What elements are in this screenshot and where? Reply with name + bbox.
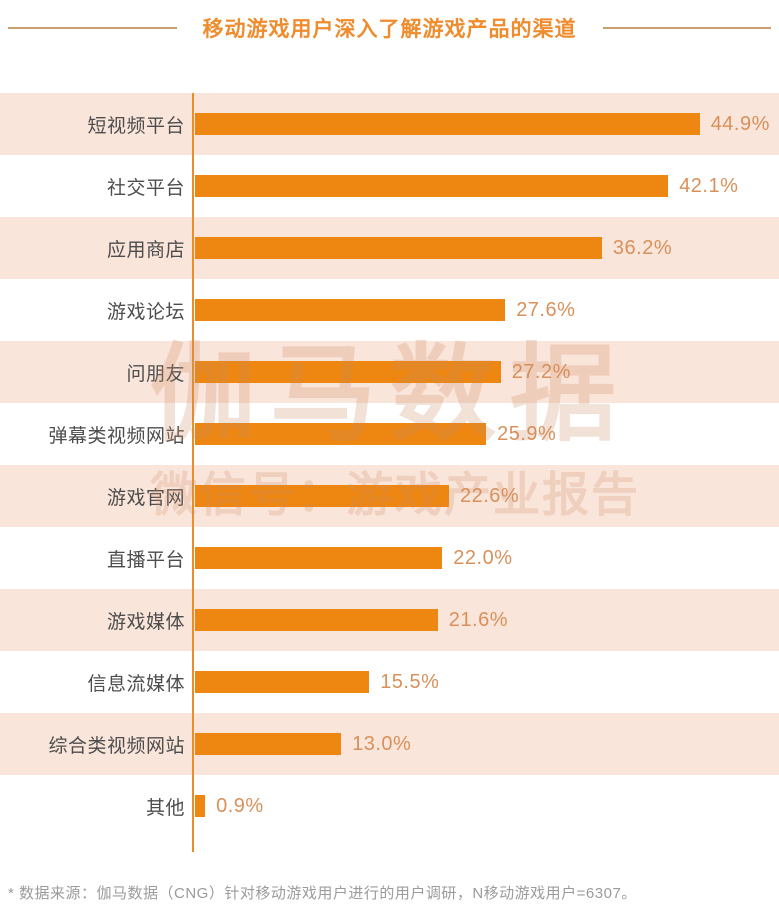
bar xyxy=(195,361,501,383)
value-label: 44.9% xyxy=(710,112,770,135)
chart-header: 移动游戏用户深入了解游戏产品的渠道 xyxy=(0,12,779,44)
bar xyxy=(195,485,449,507)
chart-row: 弹幕类视频网站 25.9% xyxy=(0,403,779,465)
chart-row: 信息流媒体 15.5% xyxy=(0,651,779,713)
page-title: 移动游戏用户深入了解游戏产品的渠道 xyxy=(202,18,577,41)
category-label: 直播平台 xyxy=(106,549,185,571)
bar xyxy=(195,299,506,321)
value-label: 15.5% xyxy=(380,670,440,693)
title-rule-right xyxy=(602,27,771,29)
title-rule-left xyxy=(8,27,177,29)
bar xyxy=(195,237,602,259)
value-label: 22.6% xyxy=(460,484,520,507)
value-label: 25.9% xyxy=(497,422,557,445)
value-label: 21.6% xyxy=(448,608,509,631)
chart-row: 游戏官网 22.6% xyxy=(0,465,779,527)
chart-row: 社交平台 42.1% xyxy=(0,155,779,217)
category-label: 其他 xyxy=(145,797,185,819)
chart-row: 短视频平台 44.9% xyxy=(0,93,779,155)
bar xyxy=(195,795,206,817)
category-label: 弹幕类视频网站 xyxy=(48,425,185,447)
category-label: 信息流媒体 xyxy=(87,673,185,695)
source-note: * 数据来源：伽马数据（CNG）针对移动游戏用户进行的用户调研，N移动游戏用户=… xyxy=(8,885,637,902)
bar-chart: 短视频平台 44.9% 社交平台 42.1% 应用商店 36.2% 游戏论坛 2… xyxy=(0,93,779,852)
category-label: 游戏媒体 xyxy=(106,611,185,633)
bar xyxy=(195,547,443,569)
bar xyxy=(195,609,438,631)
bar xyxy=(195,113,700,135)
chart-row: 问朋友 27.2% xyxy=(0,341,779,403)
value-label: 0.9% xyxy=(216,794,264,817)
bar xyxy=(195,423,487,445)
value-label: 27.2% xyxy=(511,360,571,383)
chart-row: 应用商店 36.2% xyxy=(0,217,779,279)
chart-row: 综合类视频网站 13.0% xyxy=(0,713,779,775)
chart-row: 游戏媒体 21.6% xyxy=(0,589,779,651)
bar xyxy=(195,733,342,755)
category-label: 社交平台 xyxy=(106,177,185,199)
chart-row: 游戏论坛 27.6% xyxy=(0,279,779,341)
chart-rows: 短视频平台 44.9% 社交平台 42.1% 应用商店 36.2% 游戏论坛 2… xyxy=(0,93,779,837)
category-label: 综合类视频网站 xyxy=(48,735,185,757)
value-label: 13.0% xyxy=(352,732,412,755)
value-label: 27.6% xyxy=(516,298,576,321)
y-axis-line xyxy=(192,93,194,852)
category-label: 游戏官网 xyxy=(106,487,185,509)
chart-row: 其他 0.9% xyxy=(0,775,779,837)
category-label: 问朋友 xyxy=(126,363,185,385)
chart-row: 直播平台 22.0% xyxy=(0,527,779,589)
value-label: 36.2% xyxy=(612,236,673,259)
value-label: 42.1% xyxy=(679,174,739,197)
bar xyxy=(195,175,669,197)
category-label: 游戏论坛 xyxy=(106,301,185,323)
category-label: 短视频平台 xyxy=(87,115,185,137)
value-label: 22.0% xyxy=(453,546,513,569)
bar xyxy=(195,671,370,693)
category-label: 应用商店 xyxy=(106,239,185,261)
